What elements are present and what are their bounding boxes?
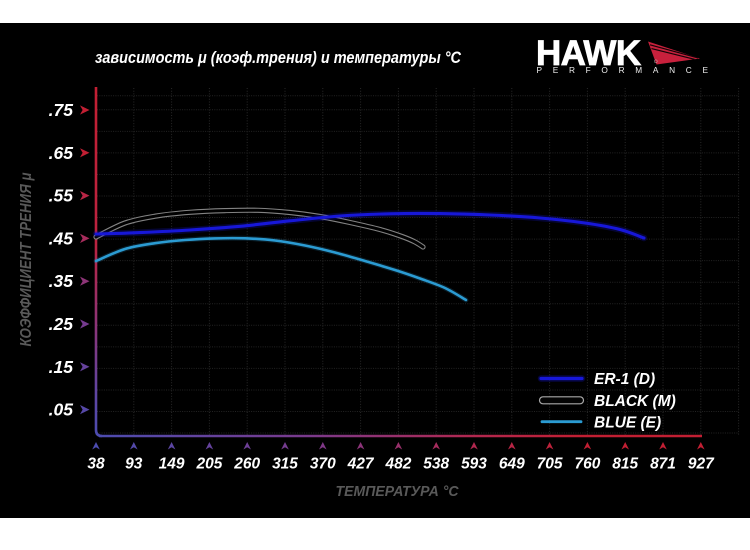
svg-text:871: 871 (650, 456, 676, 473)
svg-text:927: 927 (688, 456, 715, 473)
svg-text:482: 482 (384, 456, 411, 473)
svg-text:705: 705 (537, 456, 563, 473)
svg-text:.25: .25 (49, 314, 74, 334)
svg-text:BLUE (E): BLUE (E) (594, 415, 661, 432)
svg-text:315: 315 (272, 456, 298, 473)
svg-text:зависимость μ (коэф.трения) и: зависимость μ (коэф.трения) и температур… (95, 49, 462, 67)
svg-text:149: 149 (159, 456, 185, 473)
svg-text:427: 427 (347, 456, 375, 473)
svg-text:PERFORMANCE: PERFORMANCE (537, 65, 719, 75)
svg-text:260: 260 (233, 456, 260, 473)
svg-text:649: 649 (499, 456, 525, 473)
svg-text:93: 93 (125, 456, 143, 473)
svg-text:ТЕМПЕРАТУРА °C: ТЕМПЕРАТУРА °C (336, 483, 460, 500)
svg-text:.05: .05 (49, 400, 74, 420)
svg-text:.45: .45 (49, 228, 74, 248)
svg-text:.15: .15 (49, 357, 74, 377)
svg-text:205: 205 (195, 456, 222, 473)
svg-text:HAWK: HAWK (536, 34, 641, 73)
svg-text:593: 593 (461, 456, 487, 473)
svg-text:КОЭФФИЦИЕНТ ТРЕНИЯ μ: КОЭФФИЦИЕНТ ТРЕНИЯ μ (18, 172, 35, 347)
svg-text:.35: .35 (49, 271, 74, 291)
svg-text:815: 815 (612, 456, 638, 473)
svg-text:370: 370 (310, 456, 336, 473)
svg-text:.65: .65 (49, 143, 74, 163)
svg-text:38: 38 (87, 456, 105, 473)
svg-text:538: 538 (423, 456, 449, 473)
svg-text:BLACK (M): BLACK (M) (594, 393, 676, 410)
svg-text:.55: .55 (49, 186, 74, 206)
svg-text:760: 760 (574, 456, 600, 473)
svg-text:.75: .75 (49, 100, 74, 120)
svg-text:ER-1 (D): ER-1 (D) (594, 371, 655, 388)
